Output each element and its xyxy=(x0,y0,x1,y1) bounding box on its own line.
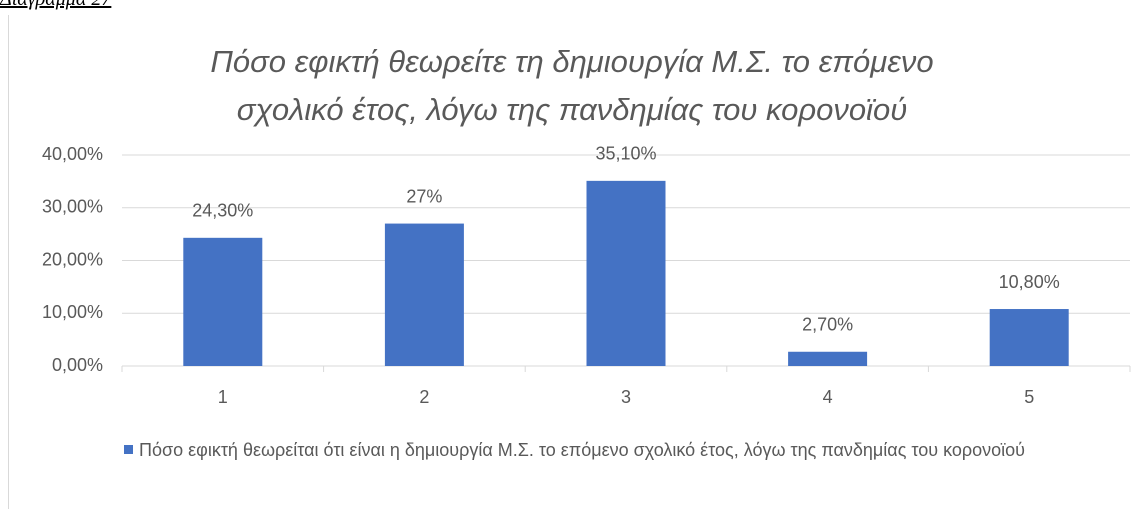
y-tick-label: 40,00% xyxy=(42,144,103,164)
bar xyxy=(183,237,263,366)
chart-frame xyxy=(8,15,9,509)
data-label: 24,30% xyxy=(192,201,253,221)
legend: Πόσο εφικτή θεωρείται ότι είναι η δημιου… xyxy=(124,436,1114,464)
data-label: 2,70% xyxy=(802,315,853,335)
x-tick-label: 5 xyxy=(1024,387,1034,407)
bar xyxy=(989,309,1069,366)
y-tick-label: 0,00% xyxy=(52,355,103,375)
legend-label: Πόσο εφικτή θεωρείται ότι είναι η δημιου… xyxy=(139,440,1025,460)
caption: Διάγραμμα 27 xyxy=(0,0,111,11)
x-tick-label: 2 xyxy=(419,387,429,407)
x-tick-label: 1 xyxy=(218,387,228,407)
x-tick-label: 4 xyxy=(823,387,833,407)
legend-swatch xyxy=(124,445,133,454)
bar xyxy=(384,223,464,366)
chart-title: Πόσο εφικτή θεωρείτε τη δημιουργία Μ.Σ. … xyxy=(210,44,934,127)
y-tick-label: 10,00% xyxy=(42,302,103,322)
data-label: 10,80% xyxy=(999,272,1060,292)
data-label: 35,10% xyxy=(595,144,656,164)
y-tick-label: 20,00% xyxy=(42,249,103,269)
data-label: 27% xyxy=(406,186,442,206)
bar xyxy=(788,351,868,366)
x-tick-label: 3 xyxy=(621,387,631,407)
y-tick-label: 30,00% xyxy=(42,197,103,217)
bar xyxy=(586,180,666,366)
